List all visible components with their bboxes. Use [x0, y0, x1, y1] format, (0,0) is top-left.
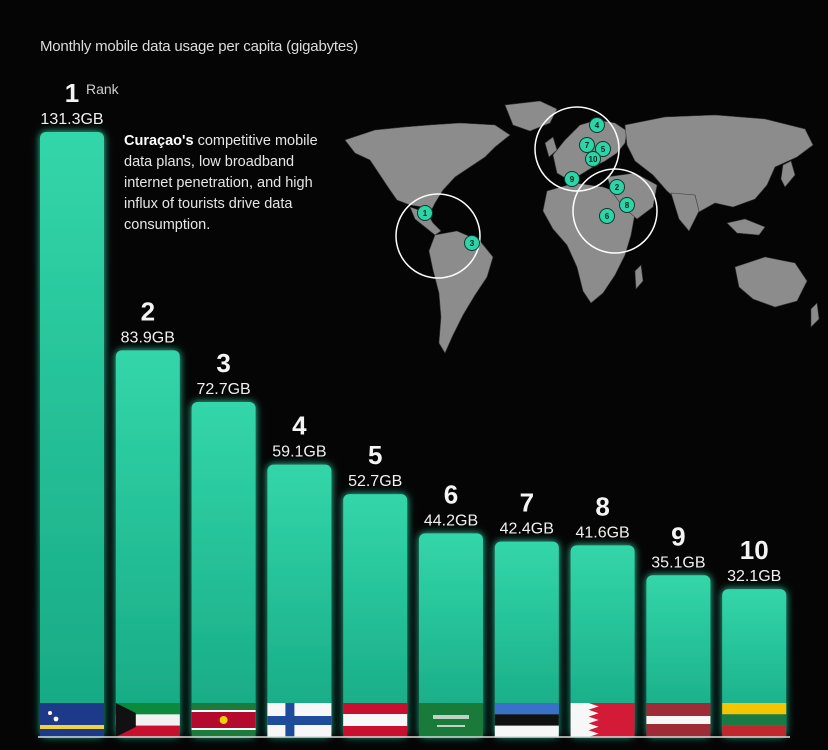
value-label-5: 52.7GB	[348, 473, 402, 490]
callout-text: Curaçao's competitive mobile data plans,…	[124, 131, 344, 236]
rank-label-9: 9	[671, 521, 685, 551]
value-label-9: 35.1GB	[651, 554, 705, 571]
rank-label-8: 8	[595, 491, 609, 521]
value-label-3: 72.7GB	[196, 381, 250, 398]
value-label-1: 131.3GB	[40, 111, 103, 128]
bar-7	[494, 541, 559, 737]
svg-text:10: 10	[589, 155, 598, 164]
rank-label-2: 2	[141, 296, 155, 326]
map-marker-8: 8	[619, 197, 635, 213]
value-label-4: 59.1GB	[272, 444, 326, 461]
bar-4	[267, 464, 332, 737]
new-zealand-shape	[810, 302, 820, 328]
svg-text:4: 4	[595, 121, 600, 130]
callout-body: competitive mobile data plans, low broad…	[124, 133, 318, 233]
rank-label-10: 10	[740, 535, 769, 565]
north-america-shape	[344, 122, 511, 214]
europe-zoom-circle	[534, 106, 620, 192]
lithuania-flag-icon	[722, 703, 787, 737]
asia-shape	[624, 114, 814, 214]
chart-subtitle: Monthly mobile data usage per capita (gi…	[40, 38, 359, 55]
saudi-arabia-flag-icon	[419, 703, 483, 737]
suriname-flag-icon	[191, 703, 256, 737]
bar-9	[646, 575, 711, 737]
svg-text:6: 6	[605, 212, 610, 221]
rank-label-7: 7	[520, 488, 534, 518]
rank-label-1: 1	[65, 78, 79, 108]
svg-text:3: 3	[470, 239, 475, 248]
svg-text:7: 7	[585, 141, 590, 150]
south-america-shape	[428, 230, 494, 354]
middle-east-zoom-circle	[572, 168, 658, 254]
uk-shape	[544, 136, 558, 158]
map-marker-5: 5	[595, 141, 611, 157]
map-marker-10: 10	[585, 151, 601, 167]
austria-flag-icon	[343, 703, 408, 737]
value-label-8: 41.6GB	[575, 524, 629, 541]
rank-label-4: 4	[292, 411, 307, 441]
madagascar-shape	[634, 264, 644, 290]
greenland-shape	[504, 100, 558, 132]
southeast-asia-shape	[726, 218, 766, 236]
rank-label-5: 5	[368, 440, 382, 470]
rank-tag: Rank	[86, 81, 120, 97]
map-marker-4: 4	[589, 117, 605, 133]
bar-3	[191, 402, 256, 737]
rank-label-3: 3	[216, 348, 230, 378]
finland-flag-icon	[267, 703, 332, 737]
australia-shape	[734, 256, 808, 308]
map-marker-1: 1	[417, 205, 433, 221]
svg-text:2: 2	[615, 183, 620, 192]
caribbean-zoom-circle	[395, 193, 481, 279]
japan-shape	[780, 160, 796, 188]
latvia-flag-icon	[646, 703, 711, 737]
svg-text:1: 1	[423, 209, 428, 218]
estonia-flag-icon	[494, 703, 559, 737]
value-label-6: 44.2GB	[424, 512, 478, 529]
world-map: 1 2 3 4 5 6 7 8 9 10	[344, 100, 820, 354]
bar-8	[570, 545, 635, 737]
svg-text:9: 9	[570, 175, 575, 184]
curacao-flag-icon	[40, 703, 104, 737]
map-marker-9: 9	[564, 171, 580, 187]
value-label-7: 42.4GB	[500, 521, 554, 538]
bar-6	[419, 533, 483, 737]
map-marker-7: 7	[579, 137, 595, 153]
india-shape	[670, 192, 700, 232]
svg-text:8: 8	[625, 201, 630, 210]
callout-country: Curaçao's	[124, 133, 194, 149]
map-marker-2: 2	[609, 179, 625, 195]
rank-label-6: 6	[444, 479, 458, 509]
value-label-2: 83.9GB	[121, 329, 175, 346]
bar-5	[343, 494, 408, 737]
bar-10	[722, 589, 787, 737]
kuwait-flag-icon	[115, 703, 180, 737]
bar-1	[40, 132, 104, 737]
value-label-10: 32.1GB	[727, 568, 781, 585]
svg-text:5: 5	[601, 145, 606, 154]
map-marker-6: 6	[599, 208, 615, 224]
map-marker-3: 3	[464, 235, 480, 251]
bahrain-flag-icon	[570, 703, 635, 737]
bar-2	[115, 350, 180, 737]
